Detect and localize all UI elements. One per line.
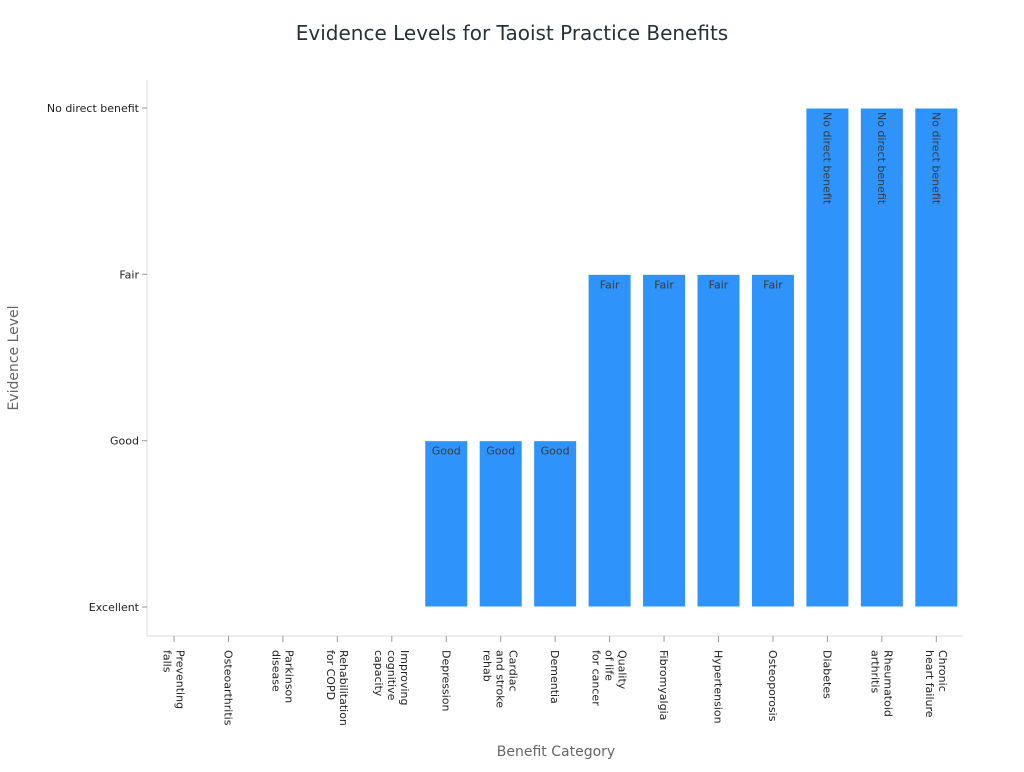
- svg-text:Rehabilitationfor COPD: Rehabilitationfor COPD: [324, 650, 350, 726]
- x-tick-label-line: capacity: [372, 650, 385, 697]
- svg-text:Preventingfalls: Preventingfalls: [161, 650, 187, 709]
- bar: [587, 273, 632, 608]
- svg-text:Improvingcognitivecapacity: Improvingcognitivecapacity: [372, 650, 411, 705]
- x-tick-label: Osteoporosis: [766, 650, 779, 722]
- x-tick-label: Hypertension: [712, 650, 725, 724]
- x-axis-title: Benefit Category: [497, 744, 615, 760]
- bar: [642, 273, 687, 608]
- bar-data-label: Good: [486, 445, 515, 458]
- x-tick-label-line: Depression: [439, 650, 452, 712]
- x-tick-label-line: disease: [269, 650, 282, 692]
- svg-text:Fibromyalgia: Fibromyalgia: [657, 650, 670, 720]
- svg-text:Chronicheart failure: Chronicheart failure: [923, 650, 949, 718]
- bar-data-label: No direct benefit: [820, 112, 833, 205]
- bar: [424, 440, 469, 608]
- x-tick-label-line: Osteoarthritis: [221, 650, 234, 726]
- x-tick-label-line: falls: [161, 650, 174, 673]
- x-tick-label-line: Rheumatoid: [881, 650, 894, 717]
- svg-text:Rheumatoidarthritis: Rheumatoidarthritis: [868, 650, 894, 717]
- x-tick-label: Cardiacand strokerehab: [481, 650, 520, 708]
- x-tick-label: Parkinsondisease: [269, 650, 295, 703]
- x-tick-label: Chronicheart failure: [923, 650, 949, 718]
- x-tick-label-line: Diabetes: [820, 650, 833, 699]
- bar-data-label: Fair: [709, 278, 729, 291]
- x-tick-label-line: Osteoporosis: [766, 650, 779, 722]
- svg-text:Dementia: Dementia: [548, 650, 561, 704]
- x-tick-label-line: rehab: [481, 650, 494, 682]
- x-tick-label-line: for cancer: [590, 650, 603, 706]
- bar-data-label: Fair: [654, 278, 674, 291]
- bar-data-label: Fair: [763, 278, 783, 291]
- x-tick-label: Dementia: [548, 650, 561, 704]
- bar-data-label: Good: [432, 445, 461, 458]
- y-tick-label: No direct benefit: [47, 102, 140, 115]
- y-axis-title: Evidence Level: [6, 305, 22, 410]
- x-tick-label: Qualityof lifefor cancer: [590, 650, 629, 706]
- x-tick-label-line: cognitive: [385, 650, 398, 701]
- x-tick-label-line: Cardiac: [507, 650, 520, 692]
- bar: [478, 440, 523, 608]
- x-tick-label-line: arthritis: [868, 650, 881, 693]
- chart-title: Evidence Levels for Taoist Practice Bene…: [296, 21, 728, 45]
- x-tick-label-line: Hypertension: [712, 650, 725, 724]
- y-tick-label: Good: [110, 435, 139, 448]
- svg-text:Qualityof lifefor cancer: Qualityof lifefor cancer: [590, 650, 629, 706]
- x-tick-label: Rheumatoidarthritis: [868, 650, 894, 717]
- x-tick-label-line: Rehabilitation: [337, 650, 350, 726]
- bar-data-label: No direct benefit: [875, 112, 888, 205]
- x-tick-label: Depression: [439, 650, 452, 712]
- svg-text:Parkinsondisease: Parkinsondisease: [269, 650, 295, 703]
- svg-text:Osteoarthritis: Osteoarthritis: [221, 650, 234, 726]
- svg-text:Osteoporosis: Osteoporosis: [766, 650, 779, 722]
- x-tick-label-line: Preventing: [174, 650, 187, 709]
- x-tick-label-line: Chronic: [936, 650, 949, 692]
- y-tick-label: Excellent: [89, 601, 140, 614]
- bar: [859, 107, 904, 608]
- x-tick-label: Diabetes: [820, 650, 833, 699]
- bar-data-label: Good: [541, 445, 570, 458]
- x-tick-label: Preventingfalls: [161, 650, 187, 709]
- x-tick-label: Rehabilitationfor COPD: [324, 650, 350, 726]
- x-tick-label: Improvingcognitivecapacity: [372, 650, 411, 705]
- x-tick-label-line: Improving: [398, 650, 411, 705]
- svg-text:Diabetes: Diabetes: [820, 650, 833, 699]
- x-tick-label-line: heart failure: [923, 650, 936, 718]
- x-tick-label-line: Parkinson: [282, 650, 295, 703]
- bar: [750, 273, 795, 608]
- y-tick-label: Fair: [119, 268, 139, 281]
- bar: [914, 107, 959, 608]
- x-tick-label-line: and stroke: [494, 650, 507, 708]
- bar-data-label: No direct benefit: [929, 112, 942, 205]
- x-tick-label-line: for COPD: [324, 650, 337, 700]
- x-tick-label: Fibromyalgia: [657, 650, 670, 720]
- svg-text:Hypertension: Hypertension: [712, 650, 725, 724]
- bar-data-label: Fair: [600, 278, 620, 291]
- x-tick-label-line: Fibromyalgia: [657, 650, 670, 720]
- svg-text:Cardiacand strokerehab: Cardiacand strokerehab: [481, 650, 520, 708]
- x-tick-label-line: of life: [603, 650, 616, 681]
- bar: [533, 440, 578, 608]
- bar: [696, 273, 741, 608]
- x-tick-label-line: Dementia: [548, 650, 561, 704]
- bar: [805, 107, 850, 608]
- svg-text:Depression: Depression: [439, 650, 452, 712]
- x-tick-label-line: Quality: [616, 650, 629, 690]
- x-tick-label: Osteoarthritis: [221, 650, 234, 726]
